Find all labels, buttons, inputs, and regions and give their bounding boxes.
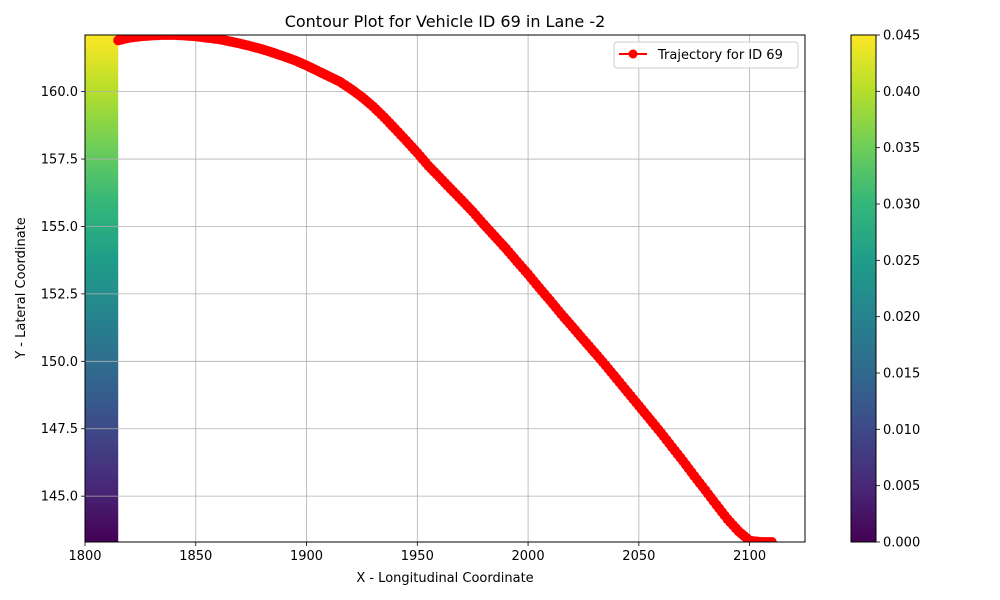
trajectory-point	[766, 537, 777, 542]
trajectory-layer	[113, 35, 777, 542]
x-tick-label: 1800	[68, 549, 101, 564]
colorbar-tick-label: 0.030	[883, 198, 920, 213]
colorbar-tick-label: 0.035	[883, 141, 920, 156]
grid-lines	[84, 35, 805, 542]
y-tick-label: 145.0	[41, 490, 78, 505]
legend-label: Trajectory for ID 69	[657, 48, 783, 63]
colorbar-tick-label: 0.040	[883, 85, 920, 100]
y-axis-ticks: 145.0 147.5 150.0 152.5 155.0 157.5 160.0	[41, 85, 85, 505]
colorbar-tick-label: 0.045	[883, 29, 920, 44]
x-tick-label: 1950	[401, 549, 434, 564]
plot-frame	[84, 34, 806, 543]
y-tick-label: 147.5	[41, 422, 78, 437]
y-tick-label: 150.0	[41, 355, 78, 370]
legend-marker	[628, 49, 638, 59]
heatmap-layer	[85, 35, 119, 542]
y-tick-label: 157.5	[41, 153, 78, 168]
colorbar	[851, 35, 876, 542]
y-axis-label: Y - Lateral Coordinate	[14, 217, 29, 360]
colorbar-frame	[850, 34, 877, 543]
x-axis-label: X - Longitudinal Coordinate	[356, 571, 533, 586]
x-tick-label: 1850	[179, 549, 212, 564]
colorbar-tick-label: 0.005	[883, 479, 920, 494]
x-tick-label: 2000	[512, 549, 545, 564]
colorbar-tick-label: 0.020	[883, 310, 920, 325]
colorbar-tick-label: 0.015	[883, 367, 920, 382]
y-tick-label: 155.0	[41, 220, 78, 235]
heatmap-strip	[85, 35, 119, 542]
colorbar-tick-label: 0.000	[883, 536, 920, 551]
x-tick-label: 2100	[733, 549, 766, 564]
legend-box	[613, 41, 799, 69]
colorbar-tick-label: 0.010	[883, 423, 920, 438]
x-tick-label: 2050	[622, 549, 655, 564]
colorbar-ticks: 0.000 0.005 0.010 0.015 0.020 0.025 0.030 0.035…	[876, 29, 920, 551]
x-axis-ticks: 1800 1850 1900 1950 2000 2050 2100	[68, 542, 766, 564]
y-tick-label: 152.5	[41, 287, 78, 302]
x-tick-label: 1900	[290, 549, 323, 564]
chart-title: Contour Plot for Vehicle ID 69 in Lane -…	[285, 12, 606, 31]
plot-area	[85, 35, 805, 542]
colorbar-tick-label: 0.025	[883, 254, 920, 269]
legend: Trajectory for ID 69	[613, 41, 799, 69]
y-tick-label: 160.0	[41, 85, 78, 100]
